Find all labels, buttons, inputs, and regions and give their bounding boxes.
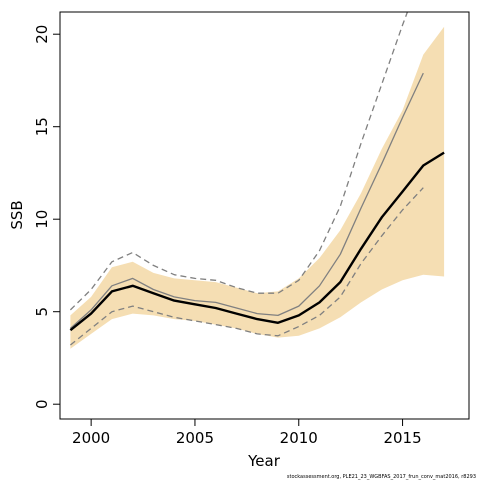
retro-bound-line-3 — [69, 187, 424, 346]
retro-bound-line-2 — [69, 12, 409, 311]
estimate-line-0 — [69, 151, 445, 332]
plot-area — [69, 12, 445, 349]
y-tick-label-15: 15 — [33, 117, 51, 136]
y-tick-label-5: 5 — [33, 307, 51, 317]
x-tick-label-2005: 2005 — [176, 429, 214, 447]
x-tick-label-2010: 2010 — [280, 429, 318, 447]
y-axis-title: SSB — [8, 200, 26, 229]
axes: 2000 2005 2010 2015 0 5 10 15 20 — [33, 25, 422, 447]
x-tick-label-2000: 2000 — [72, 429, 110, 447]
y-tick-label-0: 0 — [33, 399, 51, 409]
y-tick-label-10: 10 — [33, 210, 51, 229]
retro-line-1 — [69, 72, 424, 329]
x-tick-label-2015: 2015 — [383, 429, 421, 447]
confidence-band — [70, 26, 445, 349]
x-axis-title: Year — [247, 452, 281, 470]
y-tick-label-20: 20 — [33, 25, 51, 44]
plot-frame — [59, 11, 470, 420]
footnote: stockassessment.org, PLE21_23_WGBFAS_201… — [287, 474, 476, 480]
